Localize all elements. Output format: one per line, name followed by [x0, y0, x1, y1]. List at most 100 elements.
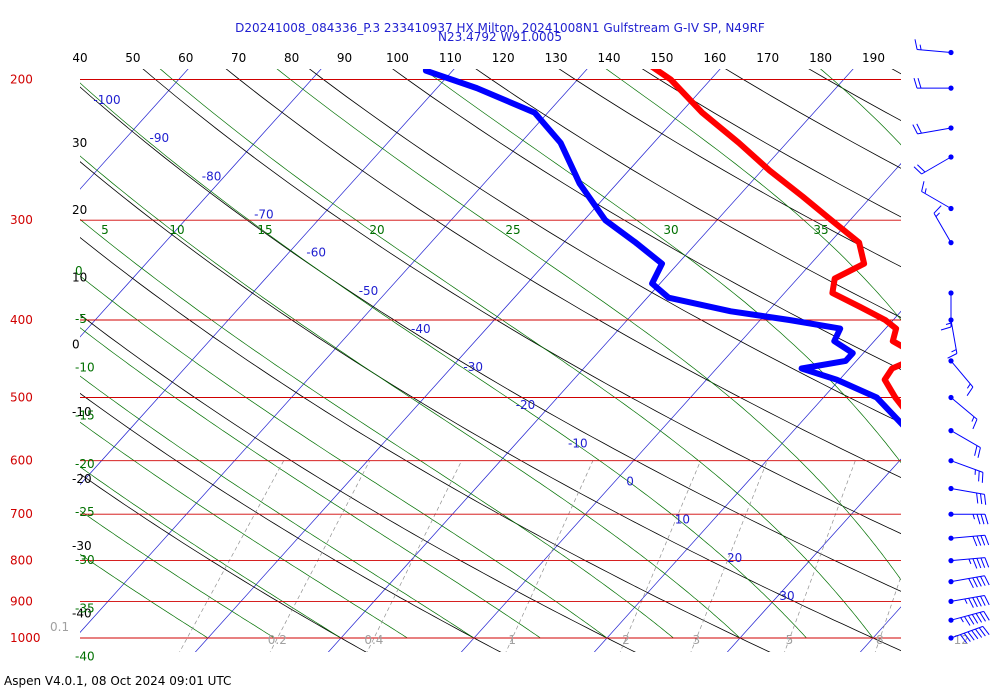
wind-barb-flag — [984, 595, 990, 606]
isotherm-line — [726, 458, 901, 652]
wind-barb-flag — [975, 628, 983, 638]
wind-barb — [948, 485, 987, 505]
wind-barb — [948, 428, 981, 458]
dry-adiabat — [392, 69, 901, 370]
dry-adiabat — [80, 473, 367, 652]
wind-barb — [948, 610, 990, 626]
pressure-label: 600 — [10, 454, 33, 468]
moist-adiabat-left-label: -40 — [75, 650, 95, 664]
top-scale-label: 50 — [125, 51, 140, 65]
wind-barb-staff — [950, 397, 978, 420]
top-scale-label: 150 — [650, 51, 673, 65]
wind-barb-flag — [972, 577, 978, 588]
wind-barb-flag — [980, 557, 986, 568]
top-scale-label: 160 — [703, 51, 726, 65]
wind-barb-flag — [984, 494, 987, 505]
wind-barb-flag — [917, 164, 926, 173]
isotherm-line — [80, 69, 455, 486]
wind-barb-half-flag — [945, 322, 952, 325]
isotherm-label: -40 — [411, 322, 431, 336]
wind-barb-flag — [963, 632, 971, 642]
moist-adiabat — [820, 69, 901, 146]
wind-barb-flag — [967, 615, 975, 625]
wind-barb — [913, 77, 954, 91]
dry-adiabat — [475, 69, 901, 318]
wind-barb-flag — [916, 123, 922, 134]
moist-adiabat-left-label: -25 — [75, 505, 95, 519]
wind-barb-flag — [984, 514, 989, 525]
moist-adiabat-left-label: -15 — [75, 409, 95, 423]
temperature-trace — [650, 69, 901, 410]
pressure-label: 300 — [10, 213, 33, 227]
moist-adiabat — [276, 69, 901, 581]
moist-adiabat — [80, 275, 608, 639]
wind-barb-flag — [983, 611, 990, 621]
moist-adiabat-left-label: -5 — [75, 312, 87, 326]
wind-barb — [948, 625, 990, 644]
dry-adiabat — [80, 86, 901, 592]
wind-barb — [948, 394, 978, 430]
isotherm-label: -90 — [149, 131, 169, 145]
wind-barb-staff — [933, 212, 952, 243]
moist-adiabat — [80, 155, 741, 639]
wind-barb-half-flag — [964, 598, 968, 604]
wind-barb — [921, 181, 954, 212]
moist-adiabat — [80, 421, 408, 639]
wind-barb-flag — [917, 77, 922, 89]
mixing-ratio-label: 8 — [876, 633, 884, 647]
top-scale-label: 100 — [386, 51, 409, 65]
wind-barb-staff — [917, 127, 952, 135]
wind-barbs — [912, 39, 990, 644]
wind-barb — [948, 595, 990, 608]
moist-adiabat — [80, 327, 541, 639]
wind-barb-flag — [975, 613, 983, 623]
wind-barb-flag — [980, 514, 985, 525]
left-scale-label: -20 — [72, 472, 92, 486]
dry-adiabat — [604, 0, 1000, 658]
wind-barb — [912, 123, 954, 135]
wind-barb-flag — [980, 535, 986, 546]
moist-adiabat — [605, 69, 901, 321]
wind-barb-flag — [972, 597, 978, 608]
wind-barb-flag — [972, 536, 978, 547]
sounding-traces — [422, 69, 901, 428]
wind-barb-flag — [978, 627, 986, 637]
isotherm-line — [0, 0, 278, 653]
top-scale-label: 180 — [809, 51, 832, 65]
wind-barb-flag — [968, 578, 974, 589]
chart-location: N23.4792 W91.0005 — [438, 30, 562, 44]
wind-barb — [948, 458, 984, 483]
wind-barb-staff — [950, 319, 958, 354]
top-scale-label: 120 — [492, 51, 515, 65]
wind-barb-flag — [980, 493, 983, 505]
chart-title: D20241008_084336_P.3 233410937 HX Milton… — [235, 21, 765, 35]
isotherm-line — [80, 69, 189, 190]
wind-barb-flag — [976, 596, 982, 607]
wind-barb — [948, 358, 974, 396]
left-scale-label: -10 — [72, 405, 92, 419]
wind-barb-dot — [948, 617, 954, 623]
mixing-ratio-label: 0.2 — [268, 633, 287, 647]
wind-barb-staff — [917, 49, 952, 53]
moist-adiabat — [80, 375, 475, 639]
top-scale-label: 60 — [178, 51, 193, 65]
top-scale-label: 110 — [439, 51, 462, 65]
wind-barb-flag — [981, 472, 984, 483]
isotherm-line — [859, 606, 901, 652]
moist-adiabat-label: 5 — [101, 223, 109, 237]
pressure-label: 1000 — [10, 631, 41, 645]
wind-barb-staff — [950, 557, 985, 562]
wind-barb-flag — [971, 630, 979, 640]
mixing-ratio-line — [366, 460, 462, 652]
wind-barb-staff — [950, 575, 985, 583]
wind-barb-flag — [972, 419, 978, 430]
wind-barb-staff — [950, 460, 984, 473]
wind-barb-staff — [950, 595, 985, 602]
moist-adiabat-label: 10 — [169, 223, 184, 237]
moist-adiabat — [422, 69, 901, 464]
wind-barb-staff — [950, 488, 985, 495]
isotherm-label: -100 — [93, 93, 120, 107]
mixing-ratio-line — [505, 460, 594, 652]
wind-barb-flag — [913, 77, 918, 89]
left-scale-label: -30 — [72, 539, 92, 553]
